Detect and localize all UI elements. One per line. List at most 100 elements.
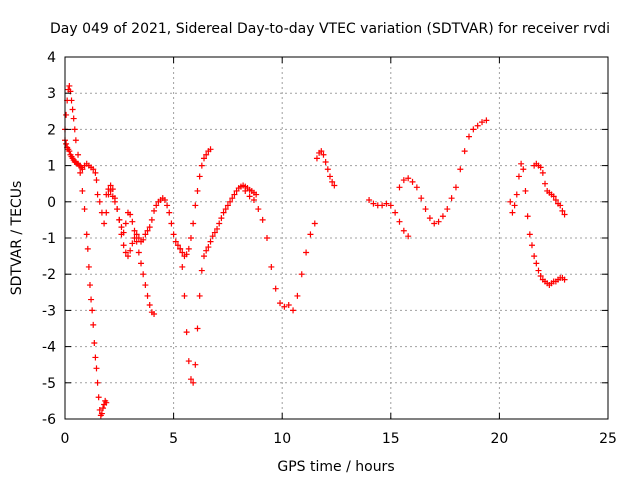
x-axis-label: GPS time / hours (277, 459, 394, 475)
data-point (229, 195, 236, 202)
data-point (135, 249, 142, 256)
data-point (277, 300, 284, 307)
data-point (86, 282, 93, 289)
data-point (79, 187, 86, 194)
data-point (242, 187, 249, 194)
data-point (194, 187, 201, 194)
data-point (263, 235, 270, 241)
y-tick-label: -2 (42, 267, 56, 283)
data-point (207, 238, 214, 245)
data-point (322, 158, 329, 165)
data-point (435, 218, 442, 225)
data-point (405, 175, 412, 182)
data-point (161, 196, 168, 203)
data-point (111, 198, 118, 205)
y-axis-label: SDTVAR / TECUs (9, 181, 25, 296)
series-track-4 (177, 182, 260, 386)
data-point (537, 273, 544, 280)
data-point (183, 251, 190, 258)
data-point (509, 209, 516, 216)
data-point (298, 271, 305, 278)
data-point (513, 191, 520, 198)
data-point (520, 166, 527, 173)
data-point (439, 213, 446, 220)
x-tick-label: 20 (490, 431, 508, 447)
data-point (542, 180, 549, 187)
data-point (142, 282, 149, 289)
data-point (409, 178, 416, 185)
data-point (557, 202, 564, 209)
data-point (170, 231, 177, 238)
grid-lines (65, 57, 608, 419)
data-point (91, 339, 98, 346)
data-point (207, 146, 214, 153)
series-track-2 (62, 82, 110, 419)
data-point (250, 196, 257, 203)
data-point (120, 229, 127, 236)
data-point (187, 235, 194, 241)
y-tick-label: 1 (47, 159, 56, 175)
data-point (94, 379, 101, 386)
data-point (290, 307, 297, 314)
data-point (144, 292, 151, 299)
x-tick-label: 15 (382, 431, 400, 447)
data-point (190, 220, 197, 227)
data-point (370, 200, 377, 207)
series-track-6 (313, 148, 338, 189)
x-tick-label: 25 (599, 431, 617, 447)
data-point (303, 249, 310, 256)
data-point (205, 244, 212, 251)
data-point (528, 242, 535, 249)
data-point (129, 218, 136, 225)
data-point (550, 193, 557, 200)
data-point (133, 231, 140, 238)
data-point (400, 227, 407, 234)
data-point (66, 148, 73, 155)
data-point (387, 202, 394, 209)
data-point (515, 173, 522, 180)
data-point (138, 260, 145, 267)
series-track-7 (366, 196, 412, 240)
data-point (535, 267, 542, 274)
y-tick-label: -6 (42, 412, 56, 428)
y-tick-label: -5 (42, 376, 56, 392)
data-point (201, 253, 208, 260)
data-point (83, 231, 90, 238)
data-point (181, 292, 188, 299)
y-tick-label: -1 (42, 231, 56, 247)
data-point (331, 182, 338, 189)
data-point (146, 301, 153, 308)
data-point (103, 399, 110, 406)
data-point (75, 151, 82, 158)
data-point (192, 202, 199, 209)
x-tick-label: 0 (61, 431, 70, 447)
data-point (214, 225, 221, 232)
data-point (224, 202, 231, 209)
data-point (185, 358, 192, 365)
data-point (222, 206, 229, 213)
data-point (405, 233, 412, 240)
data-point (103, 191, 110, 198)
data-point (187, 376, 194, 383)
data-point (140, 271, 147, 278)
data-point (539, 169, 546, 176)
data-point (140, 236, 147, 243)
data-point (379, 202, 386, 209)
data-point (192, 361, 199, 368)
data-point (559, 207, 566, 214)
data-point (313, 155, 320, 162)
data-point (483, 117, 490, 124)
data-point (129, 240, 136, 247)
data-point (79, 166, 86, 173)
data-point (122, 220, 129, 227)
data-point (127, 211, 134, 218)
data-point (153, 202, 160, 209)
series-track-8 (396, 117, 490, 227)
data-point (124, 253, 131, 260)
data-point (133, 238, 140, 245)
data-point (203, 151, 210, 158)
data-point (96, 406, 103, 413)
data-point (220, 209, 227, 216)
